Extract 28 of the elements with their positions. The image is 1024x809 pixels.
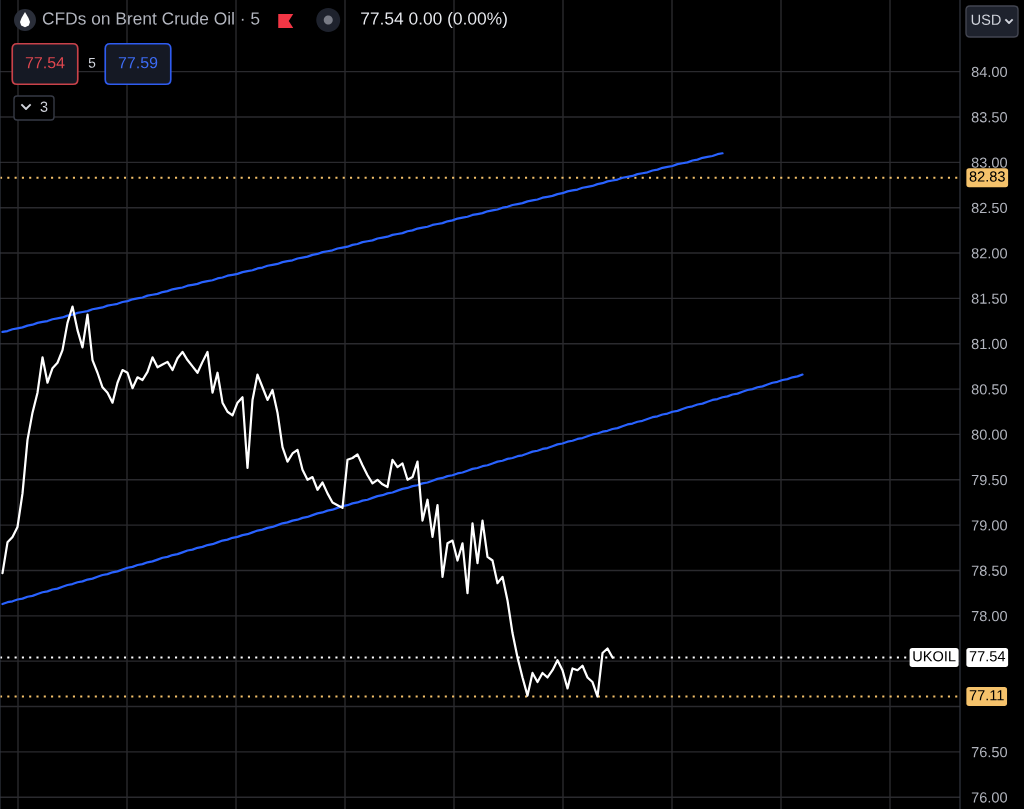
annotation: 77.59 [118, 56, 158, 69]
line-series [1, 373, 804, 606]
y-tick-label: 81.00 [971, 338, 1008, 350]
y-tick-label: 79.50 [971, 474, 1008, 486]
y-tick-label: 83.50 [971, 112, 1008, 123]
y-tick-label: 76.00 [971, 792, 1008, 803]
text: UKOIL [913, 651, 956, 662]
ref-line-label: 82.83 [969, 171, 1005, 182]
y-tick-label: 76.50 [971, 746, 1008, 758]
y-tick-label: 83.00 [971, 157, 1008, 168]
text: CFDs on Brent Crude Oil · 5 [42, 11, 260, 25]
ref-line-label: 77.11 [969, 690, 1004, 701]
y-tick-label: 80.50 [971, 384, 1008, 395]
line-series [1, 152, 724, 334]
text: USD [971, 14, 1001, 25]
annotation: 77.54 0.00 (0.00%) [361, 11, 507, 29]
y-tick-label: 78.50 [971, 565, 1008, 576]
y-tick-label: 82.50 [971, 202, 1008, 214]
y-tick-label: 81.50 [971, 293, 1008, 304]
y-tick-label: 82.00 [971, 248, 1008, 259]
y-tick-label: 78.00 [971, 610, 1008, 622]
y-tick-label: 80.00 [971, 429, 1008, 440]
y-tick-label: 84.00 [971, 66, 1008, 78]
ref-line-label: 77.54 [969, 651, 1006, 662]
y-tick-label: 79.00 [971, 520, 1008, 531]
annotation: 77.54 [25, 57, 65, 69]
annotation: 3 [40, 101, 48, 112]
annotation: 5 [88, 58, 96, 68]
